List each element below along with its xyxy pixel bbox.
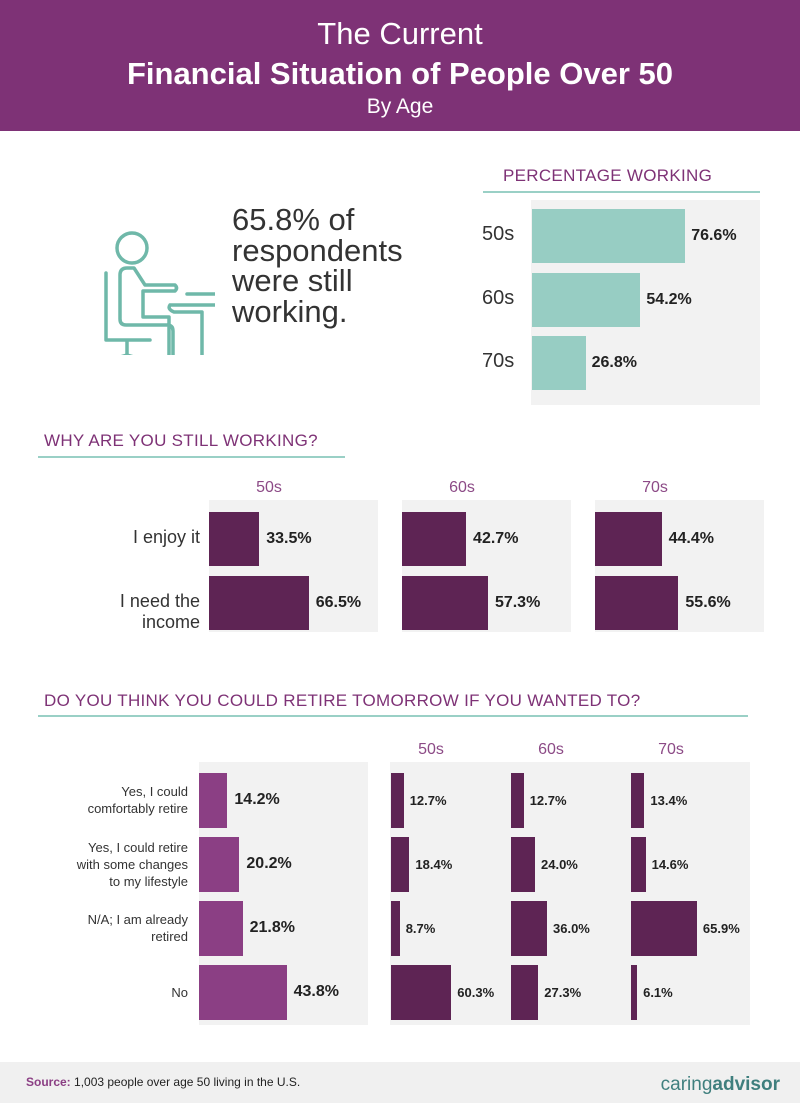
source-note: Source: 1,003 people over age 50 living …: [26, 1075, 300, 1089]
column-header: 60s: [449, 479, 475, 496]
bar-60s: [402, 512, 467, 566]
value-label: 14.2%: [234, 791, 280, 808]
bar-50s: [391, 965, 452, 1020]
bar-70s: [631, 773, 645, 828]
stat-line: 65.8% of: [232, 202, 355, 237]
value-label: 14.6%: [651, 857, 689, 872]
bar-50s: [391, 773, 404, 828]
retire-tomorrow-title: DO YOU THINK YOU COULD RETIRE TOMORROW I…: [44, 691, 641, 710]
source-label: Source:: [26, 1075, 71, 1089]
bar-50s: [391, 901, 400, 956]
bar-60s: [511, 773, 524, 828]
value-label: 27.3%: [544, 985, 582, 1000]
caringadvisor-logo: caringadvisor: [661, 1074, 780, 1096]
value-label: 12.7%: [409, 793, 447, 808]
divider: [38, 715, 748, 717]
bar-60s: [511, 901, 547, 956]
value-label: 33.5%: [266, 530, 312, 547]
bar-70s: [631, 901, 697, 956]
bar-60s: [402, 576, 488, 630]
value-label: 44.4%: [668, 530, 714, 547]
value-label: 13.4%: [650, 793, 688, 808]
value-label: 26.8%: [591, 354, 637, 371]
bar-50s: [391, 837, 410, 892]
footer: Source: 1,003 people over age 50 living …: [0, 1062, 800, 1103]
value-label: 65.9%: [702, 921, 740, 936]
bar-working-50s: [532, 209, 686, 263]
bar-60s: [511, 837, 535, 892]
stat-line: respondents: [232, 232, 403, 268]
value-label: 8.7%: [405, 921, 436, 936]
bar-70s: [595, 512, 662, 566]
row-label: I enjoy it: [132, 527, 200, 547]
column-header: 50s: [418, 741, 444, 758]
column-header: 70s: [658, 741, 684, 758]
value-label: 12.7%: [529, 793, 567, 808]
value-label: 57.3%: [494, 594, 541, 611]
value-label: 42.7%: [473, 530, 519, 547]
row-label: Yes, I could comfortably retire: [87, 784, 188, 816]
bar-70s: [595, 576, 679, 630]
subtitle: By Age: [366, 95, 434, 118]
value-label: 76.6%: [691, 227, 737, 244]
stat-line: working.: [232, 293, 348, 329]
bar-70s: [631, 837, 646, 892]
value-label: 6.1%: [643, 985, 673, 1000]
value-label: 55.6%: [685, 594, 731, 611]
divider: [483, 191, 760, 193]
column-header: 70s: [642, 479, 668, 496]
desk-worker-icon: [104, 231, 215, 355]
value-label: 18.4%: [415, 857, 453, 872]
value-label: 20.2%: [246, 855, 292, 872]
logo-text: caring: [660, 1074, 713, 1095]
value-label: 21.8%: [249, 919, 295, 936]
value-label: 60.3%: [457, 985, 495, 1000]
column-header: 50s: [256, 479, 282, 496]
percentage-working-title: PERCENTAGE WORKING: [503, 166, 713, 185]
age-label: 70s: [482, 350, 515, 372]
bar-50s: [209, 512, 260, 566]
row-label: No: [171, 984, 188, 1000]
bar-50s: [209, 576, 309, 630]
value-label: 43.8%: [293, 983, 339, 1000]
divider: [38, 456, 345, 458]
bar-60s: [511, 965, 539, 1020]
title-line-2: Financial Situation of People Over 50: [126, 56, 674, 91]
bar-overall: [199, 773, 228, 828]
title-line-1: The Current: [317, 16, 483, 51]
age-label: 60s: [482, 286, 515, 309]
row-label: N/A; I am already retired: [87, 912, 188, 944]
source-text: 1,003 people over age 50 living in the U…: [70, 1075, 301, 1089]
why-working-title: WHY ARE YOU STILL WORKING?: [44, 431, 318, 450]
header-banner: The Current Financial Situation of Peopl…: [0, 0, 800, 131]
column-header: 60s: [538, 741, 564, 758]
bar-working-70s: [532, 336, 586, 390]
row-label: I need the income: [119, 591, 200, 632]
logo-text: advisor: [712, 1074, 780, 1095]
value-label: 54.2%: [646, 290, 692, 308]
row-label: Yes, I could retire with some changes to…: [76, 839, 188, 889]
age-label: 50s: [482, 223, 515, 245]
working-stat: 65.8% of respondents were still working.: [232, 202, 403, 329]
bar-overall: [199, 965, 287, 1020]
bar-overall: [199, 837, 240, 892]
value-label: 36.0%: [553, 921, 590, 936]
bar-working-60s: [532, 272, 641, 327]
stat-line: were still: [232, 263, 353, 298]
bar-overall: [199, 901, 243, 956]
value-label: 24.0%: [541, 857, 578, 872]
value-label: 66.5%: [315, 594, 362, 611]
bar-70s: [631, 965, 638, 1020]
